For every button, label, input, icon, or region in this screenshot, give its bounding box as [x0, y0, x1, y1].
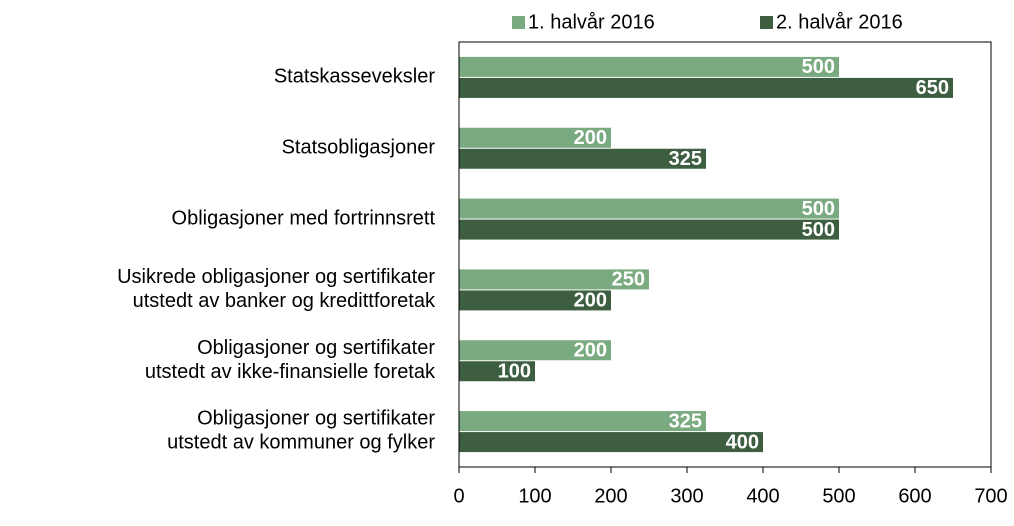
value-label: 250: [612, 269, 645, 291]
category-label: Statskasseveksler: [274, 66, 436, 88]
legend-label: 2. halvår 2016: [776, 11, 903, 33]
plot-frame: [458, 41, 992, 468]
bar: [459, 77, 953, 98]
bar: [459, 361, 535, 382]
value-label: 200: [574, 127, 607, 149]
category-label: Obligasjoner med fortrinnsrett: [172, 207, 436, 229]
bar: [459, 127, 611, 148]
value-label: 200: [574, 290, 607, 312]
category-label: Obligasjoner og sertifikater utstedt av i…: [145, 337, 436, 383]
bar: [459, 411, 706, 432]
bar: [459, 290, 611, 311]
x-tick-label: 700: [974, 485, 1007, 507]
value-label: 500: [802, 219, 835, 241]
value-label: 500: [802, 56, 835, 78]
x-tick-label: 400: [746, 485, 779, 507]
category-label: Obligasjoner og sertifikater utstedt av k…: [167, 408, 435, 454]
value-label: 200: [574, 340, 607, 362]
legend-swatch: [760, 16, 773, 29]
category-label: Usikrede obligasjoner og sertifikater uts…: [117, 266, 436, 312]
legend-label: 1. halvår 2016: [528, 11, 655, 33]
value-label: 400: [726, 431, 759, 453]
bar: [459, 56, 839, 77]
bar: [459, 148, 706, 169]
x-tick-label: 0: [453, 485, 464, 507]
legend-swatch: [512, 16, 525, 29]
bar: [459, 340, 611, 361]
value-label: 650: [916, 77, 949, 99]
value-label: 100: [498, 361, 531, 383]
x-tick-label: 200: [594, 485, 627, 507]
value-label: 500: [802, 198, 835, 220]
category-label: Statsobligasjoner: [282, 137, 436, 159]
x-tick-label: 600: [898, 485, 931, 507]
bar: [459, 219, 839, 240]
x-tick-label: 500: [822, 485, 855, 507]
x-tick-label: 100: [518, 485, 551, 507]
bar: [459, 198, 839, 219]
x-tick-label: 300: [670, 485, 703, 507]
value-label: 325: [669, 410, 702, 432]
bar: [459, 432, 763, 453]
bar: [459, 269, 649, 290]
value-label: 325: [669, 148, 702, 170]
